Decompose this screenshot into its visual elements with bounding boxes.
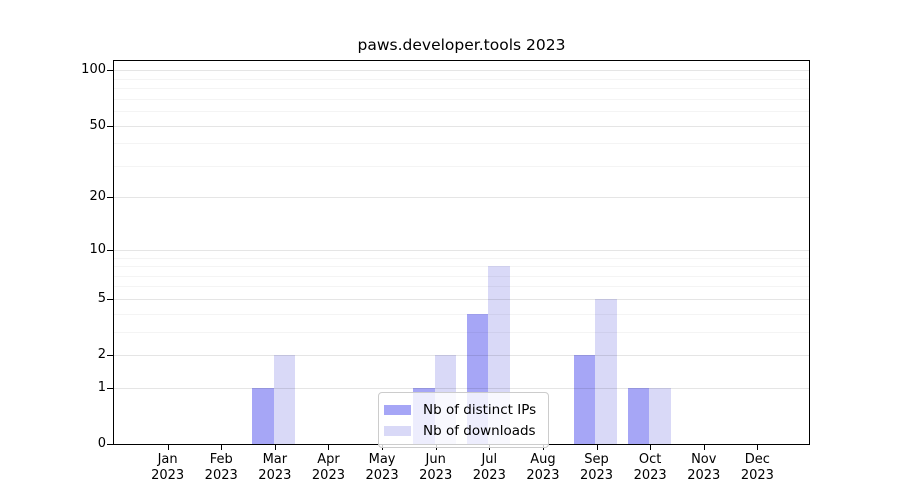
- y-tick-label-2: 2: [97, 347, 106, 363]
- y-tick-mark-20: [107, 197, 113, 199]
- y-tick-label-100: 100: [81, 62, 106, 78]
- y-tick-mark-50: [107, 125, 113, 127]
- bar-distinct-ips-oct: [627, 387, 650, 444]
- bar-distinct-ips-sep: [574, 355, 596, 444]
- x-tick-mark-3: [274, 445, 276, 450]
- x-tick-label-4: Apr 2023: [311, 452, 345, 483]
- legend-swatch-downloads: [384, 425, 411, 436]
- y-tick-mark-100: [107, 70, 113, 72]
- x-tick-label-1: Jan 2023: [151, 452, 185, 483]
- x-tick-mark-11: [703, 445, 705, 450]
- bars-layer: [114, 61, 809, 444]
- chart-title: paws.developer.tools 2023: [357, 36, 566, 54]
- y-tick-label-10: 10: [89, 241, 106, 257]
- x-tick-label-5: May 2023: [365, 452, 399, 483]
- y-tick-label-1: 1: [97, 379, 106, 395]
- x-tick-label-6: Jun 2023: [419, 452, 453, 483]
- y-tick-mark-1: [107, 387, 113, 389]
- x-tick-label-12: Dec 2023: [740, 452, 774, 483]
- y-tick-mark-10: [107, 249, 113, 251]
- y-tick-label-50: 50: [89, 117, 106, 133]
- legend-item-distinct-ips: Nb of distinct IPs: [384, 399, 536, 420]
- bar-distinct-ips-mar: [252, 387, 274, 444]
- x-tick-mark-2: [221, 445, 223, 450]
- y-tick-mark-0: [107, 444, 113, 445]
- x-tick-mark-9: [596, 445, 598, 450]
- legend: Nb of distinct IPs Nb of downloads: [378, 392, 550, 448]
- x-tick-label-11: Nov 2023: [687, 452, 721, 483]
- y-tick-label-5: 5: [97, 290, 106, 306]
- x-tick-label-3: Mar 2023: [258, 452, 292, 483]
- bar-downloads-mar: [273, 355, 296, 444]
- legend-swatch-distinct-ips: [384, 404, 411, 415]
- legend-item-downloads: Nb of downloads: [384, 420, 536, 441]
- x-tick-label-2: Feb 2023: [204, 452, 238, 483]
- plot-area: [113, 60, 810, 445]
- legend-label-downloads: Nb of downloads: [423, 422, 536, 439]
- x-tick-label-9: Sep 2023: [579, 452, 614, 483]
- bar-downloads-sep: [595, 298, 617, 444]
- x-tick-label-8: Aug 2023: [526, 452, 560, 483]
- x-tick-mark-1: [167, 445, 169, 450]
- y-tick-label-20: 20: [89, 189, 106, 205]
- legend-label-distinct-ips: Nb of distinct IPs: [423, 401, 537, 418]
- y-tick-mark-5: [107, 298, 113, 300]
- x-tick-label-10: Oct 2023: [633, 452, 667, 483]
- x-tick-mark-10: [650, 445, 652, 450]
- x-tick-mark-12: [757, 445, 759, 450]
- y-tick-label-0: 0: [97, 436, 106, 451]
- y-tick-mark-2: [107, 355, 113, 357]
- x-tick-label-7: Jul 2023: [472, 452, 506, 483]
- bar-downloads-oct: [649, 387, 671, 444]
- x-tick-mark-4: [328, 445, 330, 450]
